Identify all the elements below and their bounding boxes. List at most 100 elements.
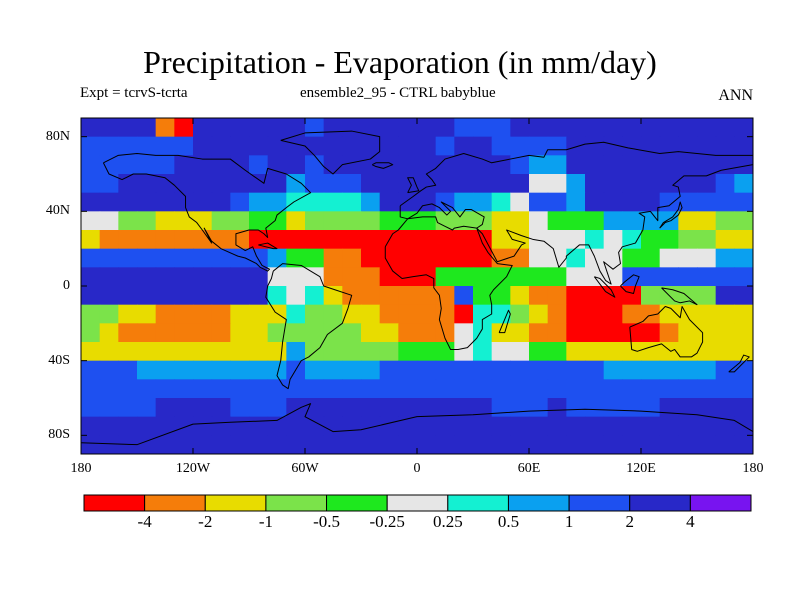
field-cell (342, 379, 362, 399)
field-cell (697, 248, 717, 268)
field-cell (193, 192, 213, 212)
field-cell (249, 230, 269, 250)
field-cell (342, 192, 362, 212)
field-cell (137, 248, 157, 268)
field-cell (137, 435, 157, 454)
field-cell (547, 323, 567, 343)
field-cell (473, 360, 493, 380)
field-cell (286, 174, 306, 194)
field-cell (473, 286, 493, 306)
field-cell (267, 136, 287, 156)
field-cell (137, 174, 157, 194)
field-cell (734, 136, 753, 156)
field-cell (99, 211, 119, 231)
field-cell (566, 286, 586, 306)
field-cell (286, 304, 306, 324)
field-cell (491, 230, 511, 250)
field-cell (305, 304, 325, 324)
field-cell (529, 136, 549, 156)
colorbar-label: -1 (258, 512, 273, 531)
field-cell (585, 174, 605, 194)
field-cell (603, 416, 623, 436)
field-cell (193, 323, 213, 343)
field-cell (697, 360, 717, 380)
field-cell (734, 192, 753, 212)
field-cell (641, 416, 661, 436)
field-cell (547, 155, 567, 175)
field-cell (137, 360, 157, 380)
field-cell (547, 342, 567, 362)
field-cell (659, 118, 679, 138)
field-cell (398, 248, 418, 268)
field-cell (81, 286, 101, 306)
field-cell (473, 136, 493, 156)
field-cell (435, 342, 455, 362)
field-cell (267, 286, 287, 306)
y-tick-label: 80N (45, 128, 70, 144)
coastline-south-america (265, 263, 353, 390)
field-cell (230, 416, 250, 436)
field-cell (566, 416, 586, 436)
field-cell (118, 286, 138, 306)
field-cell (230, 323, 250, 343)
field-cell (622, 174, 642, 194)
field-cell (267, 398, 287, 418)
field-cell (454, 192, 474, 212)
field-cell (435, 155, 455, 175)
field-cell (585, 435, 605, 454)
field-cell (417, 360, 437, 380)
field-cell (342, 118, 362, 138)
field-cell (417, 155, 437, 175)
field-cell (697, 136, 717, 156)
field-cell (585, 136, 605, 156)
field-cell (342, 174, 362, 194)
field-cell (566, 360, 586, 380)
field-cell (697, 416, 717, 436)
field-cell (715, 174, 735, 194)
field-cell (417, 286, 437, 306)
field-cell (323, 323, 343, 343)
field-cell (697, 398, 717, 418)
field-cell (678, 248, 698, 268)
colorbar-swatch (265, 494, 328, 512)
field-cell (398, 416, 418, 436)
field-cell (417, 416, 437, 436)
field-cell (454, 267, 474, 287)
field-cell (510, 304, 530, 324)
field-cell (193, 379, 213, 399)
field-cell (211, 360, 231, 380)
field-cell (473, 230, 493, 250)
field-cell (417, 323, 437, 343)
field-cell (193, 286, 213, 306)
field-cell (137, 304, 157, 324)
field-cell (398, 118, 418, 138)
field-cell (155, 136, 175, 156)
field-cell (193, 118, 213, 138)
field-cell (249, 379, 269, 399)
field-cell (734, 435, 753, 454)
field-cell (305, 136, 325, 156)
field-cell (249, 248, 269, 268)
field-cell (659, 155, 679, 175)
field-cell (715, 136, 735, 156)
field-cell (342, 155, 362, 175)
field-cell (715, 360, 735, 380)
field-cell (491, 286, 511, 306)
field-cell (454, 118, 474, 138)
field-cell (155, 192, 175, 212)
field-cell (603, 230, 623, 250)
field-cell (155, 230, 175, 250)
field-cell (566, 379, 586, 399)
colorbar-label: 4 (686, 512, 695, 531)
field-cell (211, 248, 231, 268)
field-cell (585, 323, 605, 343)
field-cell (566, 192, 586, 212)
field-cell (174, 136, 194, 156)
field-cell (454, 174, 474, 194)
field-cell (566, 230, 586, 250)
field-cell (585, 398, 605, 418)
field-cell (417, 435, 437, 454)
field-cell (155, 118, 175, 138)
field-cell (417, 267, 437, 287)
